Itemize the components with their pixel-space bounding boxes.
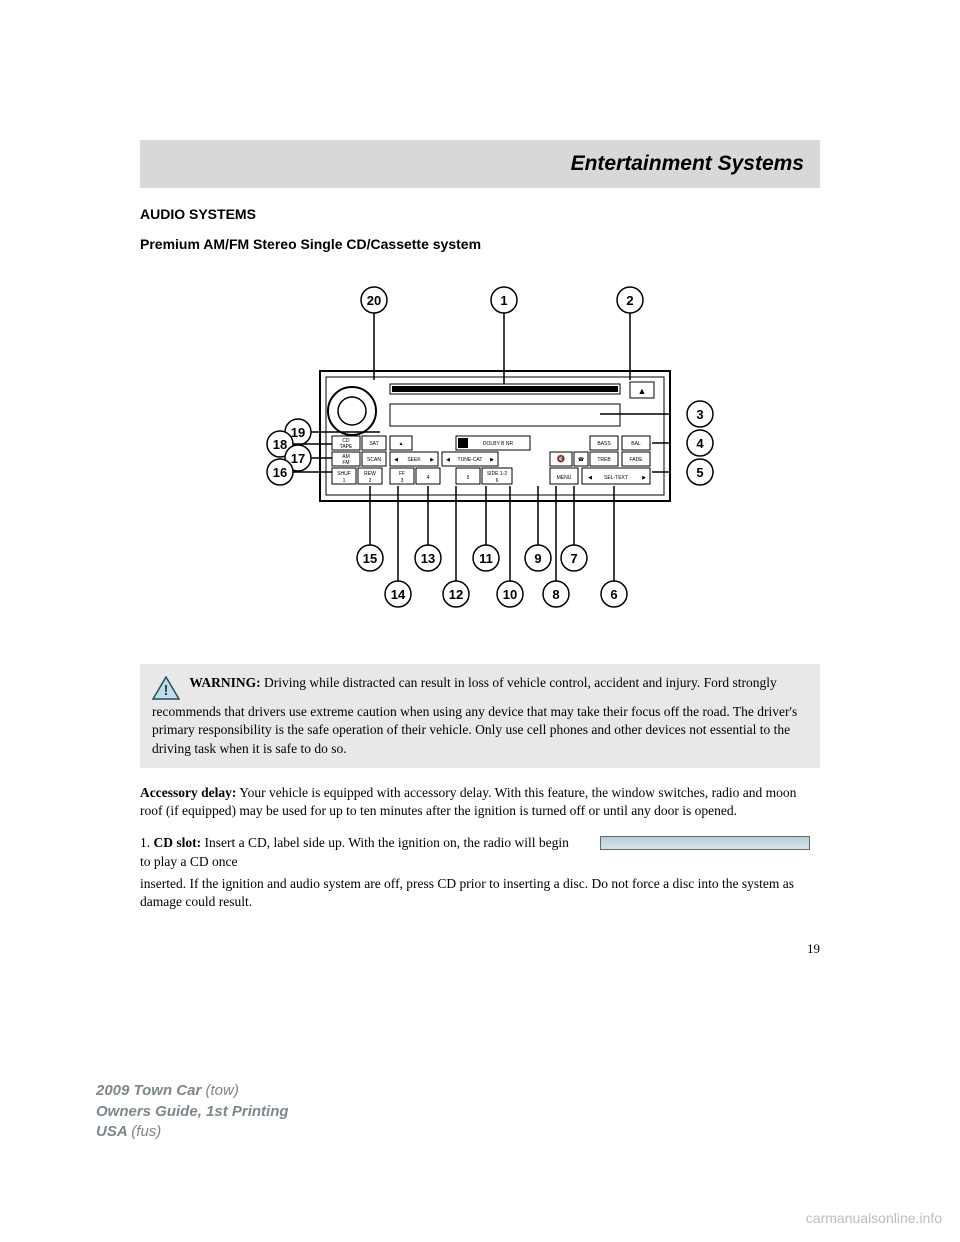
svg-text:SAT: SAT — [369, 441, 378, 447]
svg-text:▲: ▲ — [399, 441, 404, 447]
warning-box: ! WARNING: Driving while distracted can … — [140, 664, 820, 768]
accessory-para: Accessory delay: Your vehicle is equippe… — [140, 784, 820, 820]
svg-text:REW: REW — [364, 471, 376, 477]
footer-model-code: (tow) — [206, 1082, 239, 1099]
warning-label: WARNING: — [189, 675, 260, 690]
svg-text:TREB: TREB — [597, 457, 611, 463]
svg-text:SIDE 1-2: SIDE 1-2 — [487, 471, 508, 477]
svg-text:2: 2 — [369, 478, 372, 484]
svg-text:8: 8 — [552, 587, 559, 602]
svg-text:FF: FF — [399, 471, 405, 477]
accessory-text: Your vehicle is equipped with accessory … — [140, 785, 796, 818]
footer-usa-code: (fus) — [131, 1123, 161, 1140]
section-heading: AUDIO SYSTEMS — [140, 206, 820, 222]
svg-text:14: 14 — [391, 587, 406, 602]
svg-text:4: 4 — [696, 436, 704, 451]
svg-text:3: 3 — [401, 478, 404, 484]
svg-text:!: ! — [164, 682, 169, 699]
cd-slot-num: 1. — [140, 835, 150, 850]
svg-text:SEL-TEXT: SEL-TEXT — [604, 475, 628, 481]
warning-icon: ! — [152, 676, 180, 705]
svg-text:SEEK: SEEK — [407, 457, 421, 463]
svg-text:BASS: BASS — [597, 441, 611, 447]
svg-text:1: 1 — [343, 478, 346, 484]
svg-text:4: 4 — [427, 475, 430, 481]
sub-heading: Premium AM/FM Stereo Single CD/Cassette … — [140, 236, 820, 252]
svg-text:TAPE: TAPE — [340, 444, 353, 450]
svg-text:▶: ▶ — [642, 475, 646, 481]
svg-text:17: 17 — [291, 451, 305, 466]
svg-text:19: 19 — [291, 425, 305, 440]
svg-text:SCAN: SCAN — [367, 457, 381, 463]
cd-slot-graphic — [600, 836, 810, 850]
warning-text: WARNING: Driving while distracted can re… — [152, 675, 797, 756]
svg-text:1: 1 — [500, 293, 507, 308]
svg-text:20: 20 — [367, 293, 381, 308]
svg-text:6: 6 — [610, 587, 617, 602]
svg-text:11: 11 — [479, 551, 493, 566]
svg-text:18: 18 — [273, 437, 287, 452]
watermark: carmanualsonline.info — [806, 1210, 942, 1226]
svg-text:DOLBY B NR: DOLBY B NR — [483, 441, 514, 447]
svg-text:16: 16 — [273, 465, 287, 480]
svg-text:TUNE-CAT: TUNE-CAT — [458, 457, 483, 463]
svg-text:15: 15 — [363, 551, 377, 566]
svg-text:12: 12 — [449, 587, 463, 602]
footer: 2009 Town Car (tow) Owners Guide, 1st Pr… — [96, 1081, 289, 1142]
svg-text:🔇: 🔇 — [557, 454, 566, 463]
svg-text:▶: ▶ — [490, 457, 494, 463]
svg-text:9: 9 — [534, 551, 541, 566]
svg-text:5: 5 — [696, 465, 703, 480]
header-title: Entertainment Systems — [571, 152, 804, 176]
cd-slot-label: CD slot: — [154, 835, 202, 850]
svg-text:13: 13 — [421, 551, 435, 566]
svg-text:▲: ▲ — [638, 386, 647, 396]
footer-usa: USA — [96, 1123, 127, 1140]
svg-text:7: 7 — [570, 551, 577, 566]
svg-text:5: 5 — [467, 475, 470, 481]
accessory-label: Accessory delay: — [140, 785, 236, 800]
svg-text:FM: FM — [342, 460, 349, 466]
svg-text:2: 2 — [626, 293, 633, 308]
svg-text:BAL: BAL — [631, 441, 641, 447]
footer-model: 2009 Town Car — [96, 1082, 201, 1099]
svg-text:MENU: MENU — [557, 475, 572, 481]
footer-guide: Owners Guide, 1st Printing — [96, 1102, 289, 1122]
cd-slot-text2: inserted. If the ignition and audio syst… — [140, 875, 820, 911]
cd-slot-text1: Insert a CD, label side up. With the ign… — [140, 835, 569, 868]
svg-text:◀: ◀ — [394, 457, 398, 463]
svg-text:3: 3 — [696, 407, 703, 422]
svg-text:SHUF: SHUF — [337, 471, 351, 477]
svg-text:☎: ☎ — [578, 457, 584, 463]
svg-text:◀: ◀ — [446, 457, 450, 463]
svg-text:▶: ▶ — [430, 457, 434, 463]
page-number: 19 — [140, 941, 820, 957]
svg-text:FADE: FADE — [629, 457, 643, 463]
svg-text:◀: ◀ — [588, 475, 592, 481]
cd-slot-row: 1. CD slot: Insert a CD, label side up. … — [140, 834, 820, 870]
svg-text:10: 10 — [503, 587, 517, 602]
svg-text:6: 6 — [496, 478, 499, 484]
radio-diagram: ▲ CDTAPE SAT ▲ DOLBY B NR BASS BA — [140, 266, 820, 646]
page-header: Entertainment Systems — [140, 140, 820, 188]
